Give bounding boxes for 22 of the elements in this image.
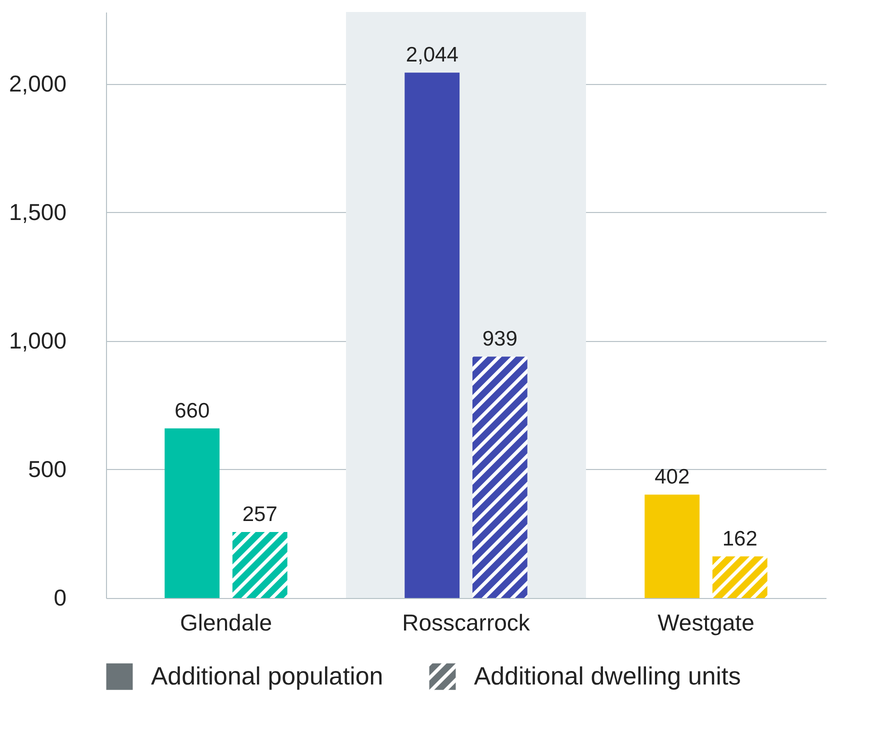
data-label: 162 [722,527,758,550]
y-tick-label: 1,500 [8,198,66,225]
text: Additional population [151,662,384,691]
y-tick-label: 2,000 [8,70,66,96]
data-label: 2,044 [406,44,459,67]
bar [164,428,220,598]
data-label: 257 [242,502,278,526]
bar [472,356,528,598]
y-tick-label: 500 [28,456,66,482]
y-tick-label: 1,000 [8,327,66,354]
bar [712,556,768,598]
bar [404,72,460,598]
data-label: 402 [654,466,690,489]
text: Additional dwelling units [474,662,741,691]
data-label: 939 [482,328,518,351]
bar [644,494,700,598]
data-label: 660 [174,399,210,422]
y-tick-label: 0 [54,584,66,610]
x-tick-label: Glendale [180,610,272,636]
x-tick-label: Westgate [658,610,754,636]
bar [232,532,288,598]
x-tick-label: Rosscarrock [402,610,530,636]
